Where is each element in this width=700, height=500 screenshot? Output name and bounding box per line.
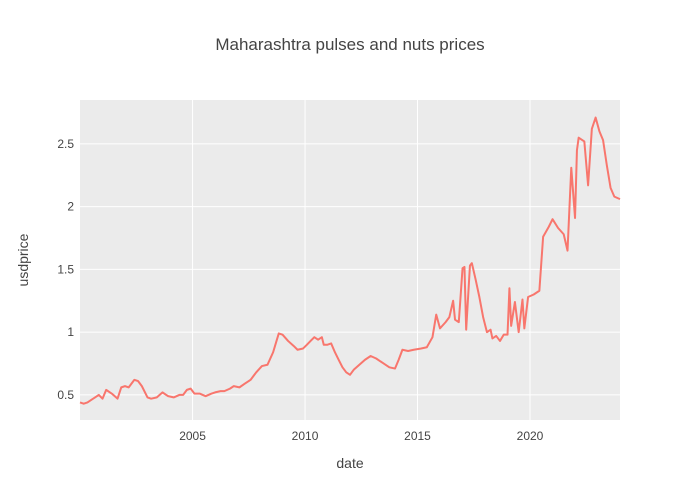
x-axis-title: date	[336, 455, 363, 471]
plot-area	[80, 100, 620, 420]
x-tick-label: 2020	[517, 429, 544, 443]
y-tick-label: 2.5	[57, 137, 74, 151]
chart-title: Maharashtra pulses and nuts prices	[215, 35, 484, 54]
y-tick-label: 2	[67, 200, 74, 214]
series-line	[79, 116, 621, 405]
x-tick-label: 2005	[179, 429, 206, 443]
x-tick-label: 2010	[292, 429, 319, 443]
y-axis-title: usdprice	[15, 233, 31, 286]
y-axis-ticks: 0.5 1 1.5 2 2.5	[57, 137, 74, 402]
y-tick-label: 1	[67, 325, 74, 339]
gridlines	[80, 100, 620, 420]
y-tick-label: 0.5	[57, 388, 74, 402]
y-tick-label: 1.5	[57, 262, 74, 276]
x-axis-ticks: 2005 2010 2015 2020	[179, 429, 543, 443]
x-tick-label: 2015	[404, 429, 431, 443]
series-group	[79, 116, 621, 405]
